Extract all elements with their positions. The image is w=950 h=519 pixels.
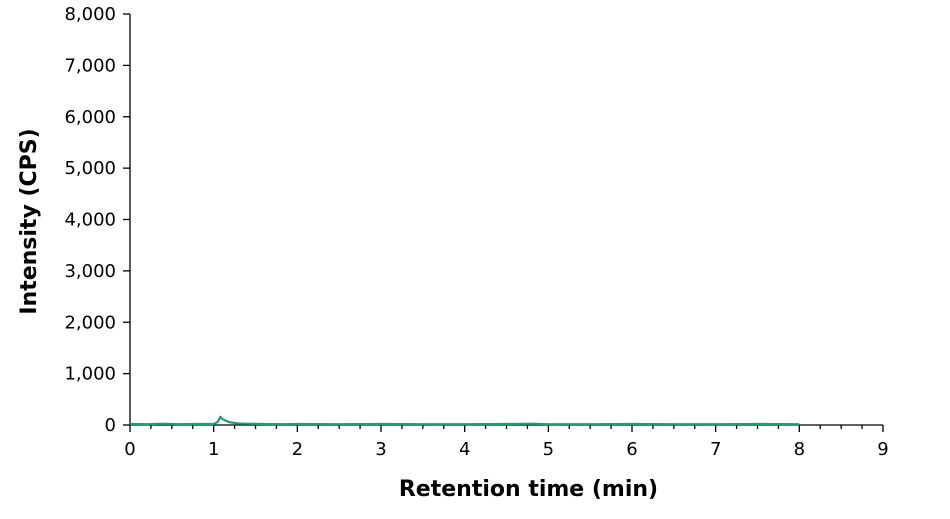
y-tick-label: 6,000: [64, 107, 116, 128]
series-line-0: [129, 415, 800, 426]
y-tick-label: 8,000: [64, 4, 116, 25]
x-tick-label: 5: [543, 439, 554, 460]
x-tick-label: 0: [124, 439, 135, 460]
x-tick-label: 4: [459, 439, 470, 460]
y-axis-ticks: 0 1,000 2,000 3,000 4,000 5,000 6,000 7,000 8,00…: [64, 4, 130, 436]
y-tick-label: 3,000: [64, 261, 116, 282]
y-tick-label: 1,000: [64, 364, 116, 385]
y-tick-label: 2,000: [64, 312, 116, 333]
y-tick-label: 7,000: [64, 55, 116, 76]
x-tick-label: 9: [877, 439, 888, 460]
x-tick-label: 8: [794, 439, 805, 460]
y-tick-label: 0: [105, 415, 116, 436]
x-axis-title: Retention time (min): [399, 477, 658, 502]
y-tick-label: 4,000: [64, 210, 116, 231]
x-tick-label: 7: [710, 439, 721, 460]
series-layer: [129, 415, 800, 426]
x-axis-ticks: 0 1 2 3 4 5 6 7 8 9: [124, 425, 889, 460]
x-tick-label: 6: [626, 439, 637, 460]
x-tick-label: 1: [208, 439, 219, 460]
x-tick-label: 2: [292, 439, 303, 460]
y-axis-title: Intensity (CPS): [17, 128, 42, 314]
y-tick-label: 5,000: [64, 158, 116, 179]
x-tick-label: 3: [375, 439, 386, 460]
